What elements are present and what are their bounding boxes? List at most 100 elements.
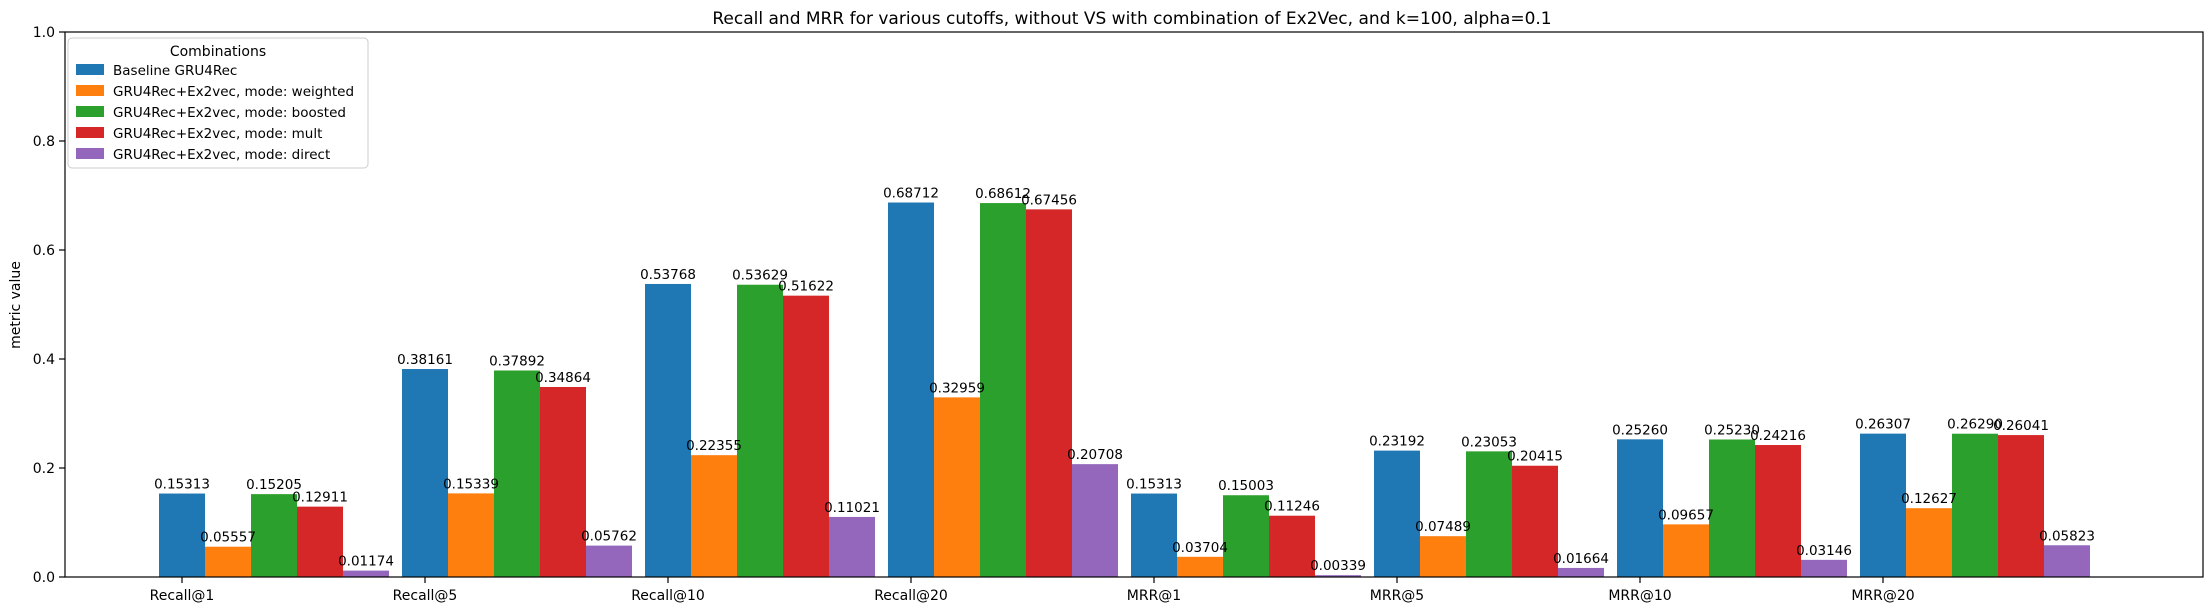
legend-entry-label: GRU4Rec+Ex2vec, mode: boosted [113,105,346,121]
bar-value-label: 0.26307 [1855,417,1911,433]
y-axis-ticks: 0.0 0.2 0.4 0.6 0.8 1.0 [33,25,65,586]
bar-value-label: 0.23053 [1461,434,1517,450]
bar [1952,433,1998,577]
bar-value-label: 0.07489 [1415,519,1471,535]
bar [159,493,205,577]
y-tick-label: 0.6 [33,243,55,259]
x-tick-label: Recall@10 [631,588,705,604]
bar-value-label: 0.05762 [581,529,637,545]
bar-value-label: 0.53768 [640,267,696,283]
bar-value-label: 0.25230 [1704,422,1760,438]
legend-entry-label: Baseline GRU4Rec [113,63,237,79]
y-tick-label: 0.4 [33,352,55,368]
bar [343,570,389,577]
bar-value-label: 0.01664 [1553,551,1609,567]
bar [691,455,737,577]
bar [1269,515,1315,577]
bar-value-label: 0.12627 [1901,491,1957,507]
bar-value-label: 0.32959 [929,380,985,396]
legend-entries: Baseline GRU4Rec GRU4Rec+Ex2vec, mode: we… [76,63,354,163]
legend-swatch [76,148,104,159]
bar-value-label: 0.05823 [2039,528,2095,544]
bar-value-label: 0.15339 [443,476,499,492]
bar-value-label: 0.05557 [200,530,256,546]
bar-value-label: 0.22355 [686,438,742,454]
bar [645,283,691,577]
bar-value-label: 0.24216 [1750,428,1806,444]
bar-value-label: 0.00339 [1310,558,1366,574]
bar [1860,433,1906,577]
x-tick-label: Recall@1 [150,588,215,604]
bar [1801,559,1847,577]
bar-value-label: 0.20415 [1507,449,1563,465]
bar [494,370,540,577]
bar [829,516,875,577]
bar [402,369,448,577]
bar-value-label: 0.68712 [883,186,939,202]
bar [1466,451,1512,577]
bar [1998,435,2044,577]
y-tick-label: 0.2 [33,461,55,477]
legend: Combinations Baseline GRU4Rec GRU4Rec+Ex2… [67,37,369,169]
bar-value-label: 0.38161 [397,352,453,368]
x-tick-label: MRR@20 [1851,588,1914,604]
bar [2044,545,2090,577]
bar-value-label: 0.53629 [732,268,788,284]
bar [1512,465,1558,577]
bar [1177,556,1223,577]
bar-value-label: 0.11021 [824,500,880,516]
bar [1374,450,1420,577]
legend-swatch [76,85,104,96]
bar-value-label: 0.26041 [1993,418,2049,434]
bar [783,295,829,577]
legend-entry-label: GRU4Rec+Ex2vec, mode: weighted [113,84,354,100]
bars-layer [159,202,2090,578]
bar [586,545,632,577]
bar-value-label: 0.25260 [1612,422,1668,438]
bar-value-label: 0.15205 [246,477,302,493]
bar-value-label: 0.26290 [1947,417,2003,433]
y-tick-label: 1.0 [33,25,55,41]
bar-value-label: 0.37892 [489,353,545,369]
bar-value-label: 0.12911 [292,490,348,506]
x-tick-label: MRR@1 [1127,588,1181,604]
bar [1558,567,1604,577]
bar-value-label: 0.15313 [154,477,210,493]
x-axis-ticks: Recall@1 Recall@5 Recall@10 Recall@20 MRR@1 M… [150,577,1915,604]
bar [737,284,783,577]
bar [1131,493,1177,577]
bar-value-label: 0.23192 [1369,434,1425,450]
bar [1663,524,1709,577]
bar [1755,445,1801,577]
legend-title: Combinations [170,44,266,60]
bar-value-label: 0.03146 [1796,543,1852,559]
bar [888,202,934,578]
legend-entry-label: GRU4Rec+Ex2vec, mode: direct [113,147,330,163]
bar-value-label: 0.20708 [1067,447,1123,463]
bar [1906,508,1952,577]
bar [251,494,297,577]
bar-value-label: 0.03704 [1172,540,1228,556]
bar [1026,209,1072,577]
bar [205,546,251,577]
y-tick-label: 0.0 [33,570,55,586]
bar [934,397,980,577]
x-tick-label: Recall@20 [874,588,948,604]
bar [1072,464,1118,577]
x-tick-label: Recall@5 [393,588,458,604]
x-tick-label: MRR@5 [1370,588,1424,604]
bar-value-label: 0.34864 [535,370,591,386]
legend-swatch [76,64,104,75]
bar [1420,536,1466,577]
plot-frame [64,31,2204,578]
bar-value-label: 0.68612 [975,186,1031,202]
chart-title: Recall and MRR for various cutoffs, with… [712,9,1551,29]
bar [297,506,343,577]
bar [540,386,586,577]
y-axis-label: metric value [8,261,24,349]
bar [448,493,494,577]
bar-value-label: 0.51622 [778,279,834,295]
x-tick-label: MRR@10 [1608,588,1671,604]
